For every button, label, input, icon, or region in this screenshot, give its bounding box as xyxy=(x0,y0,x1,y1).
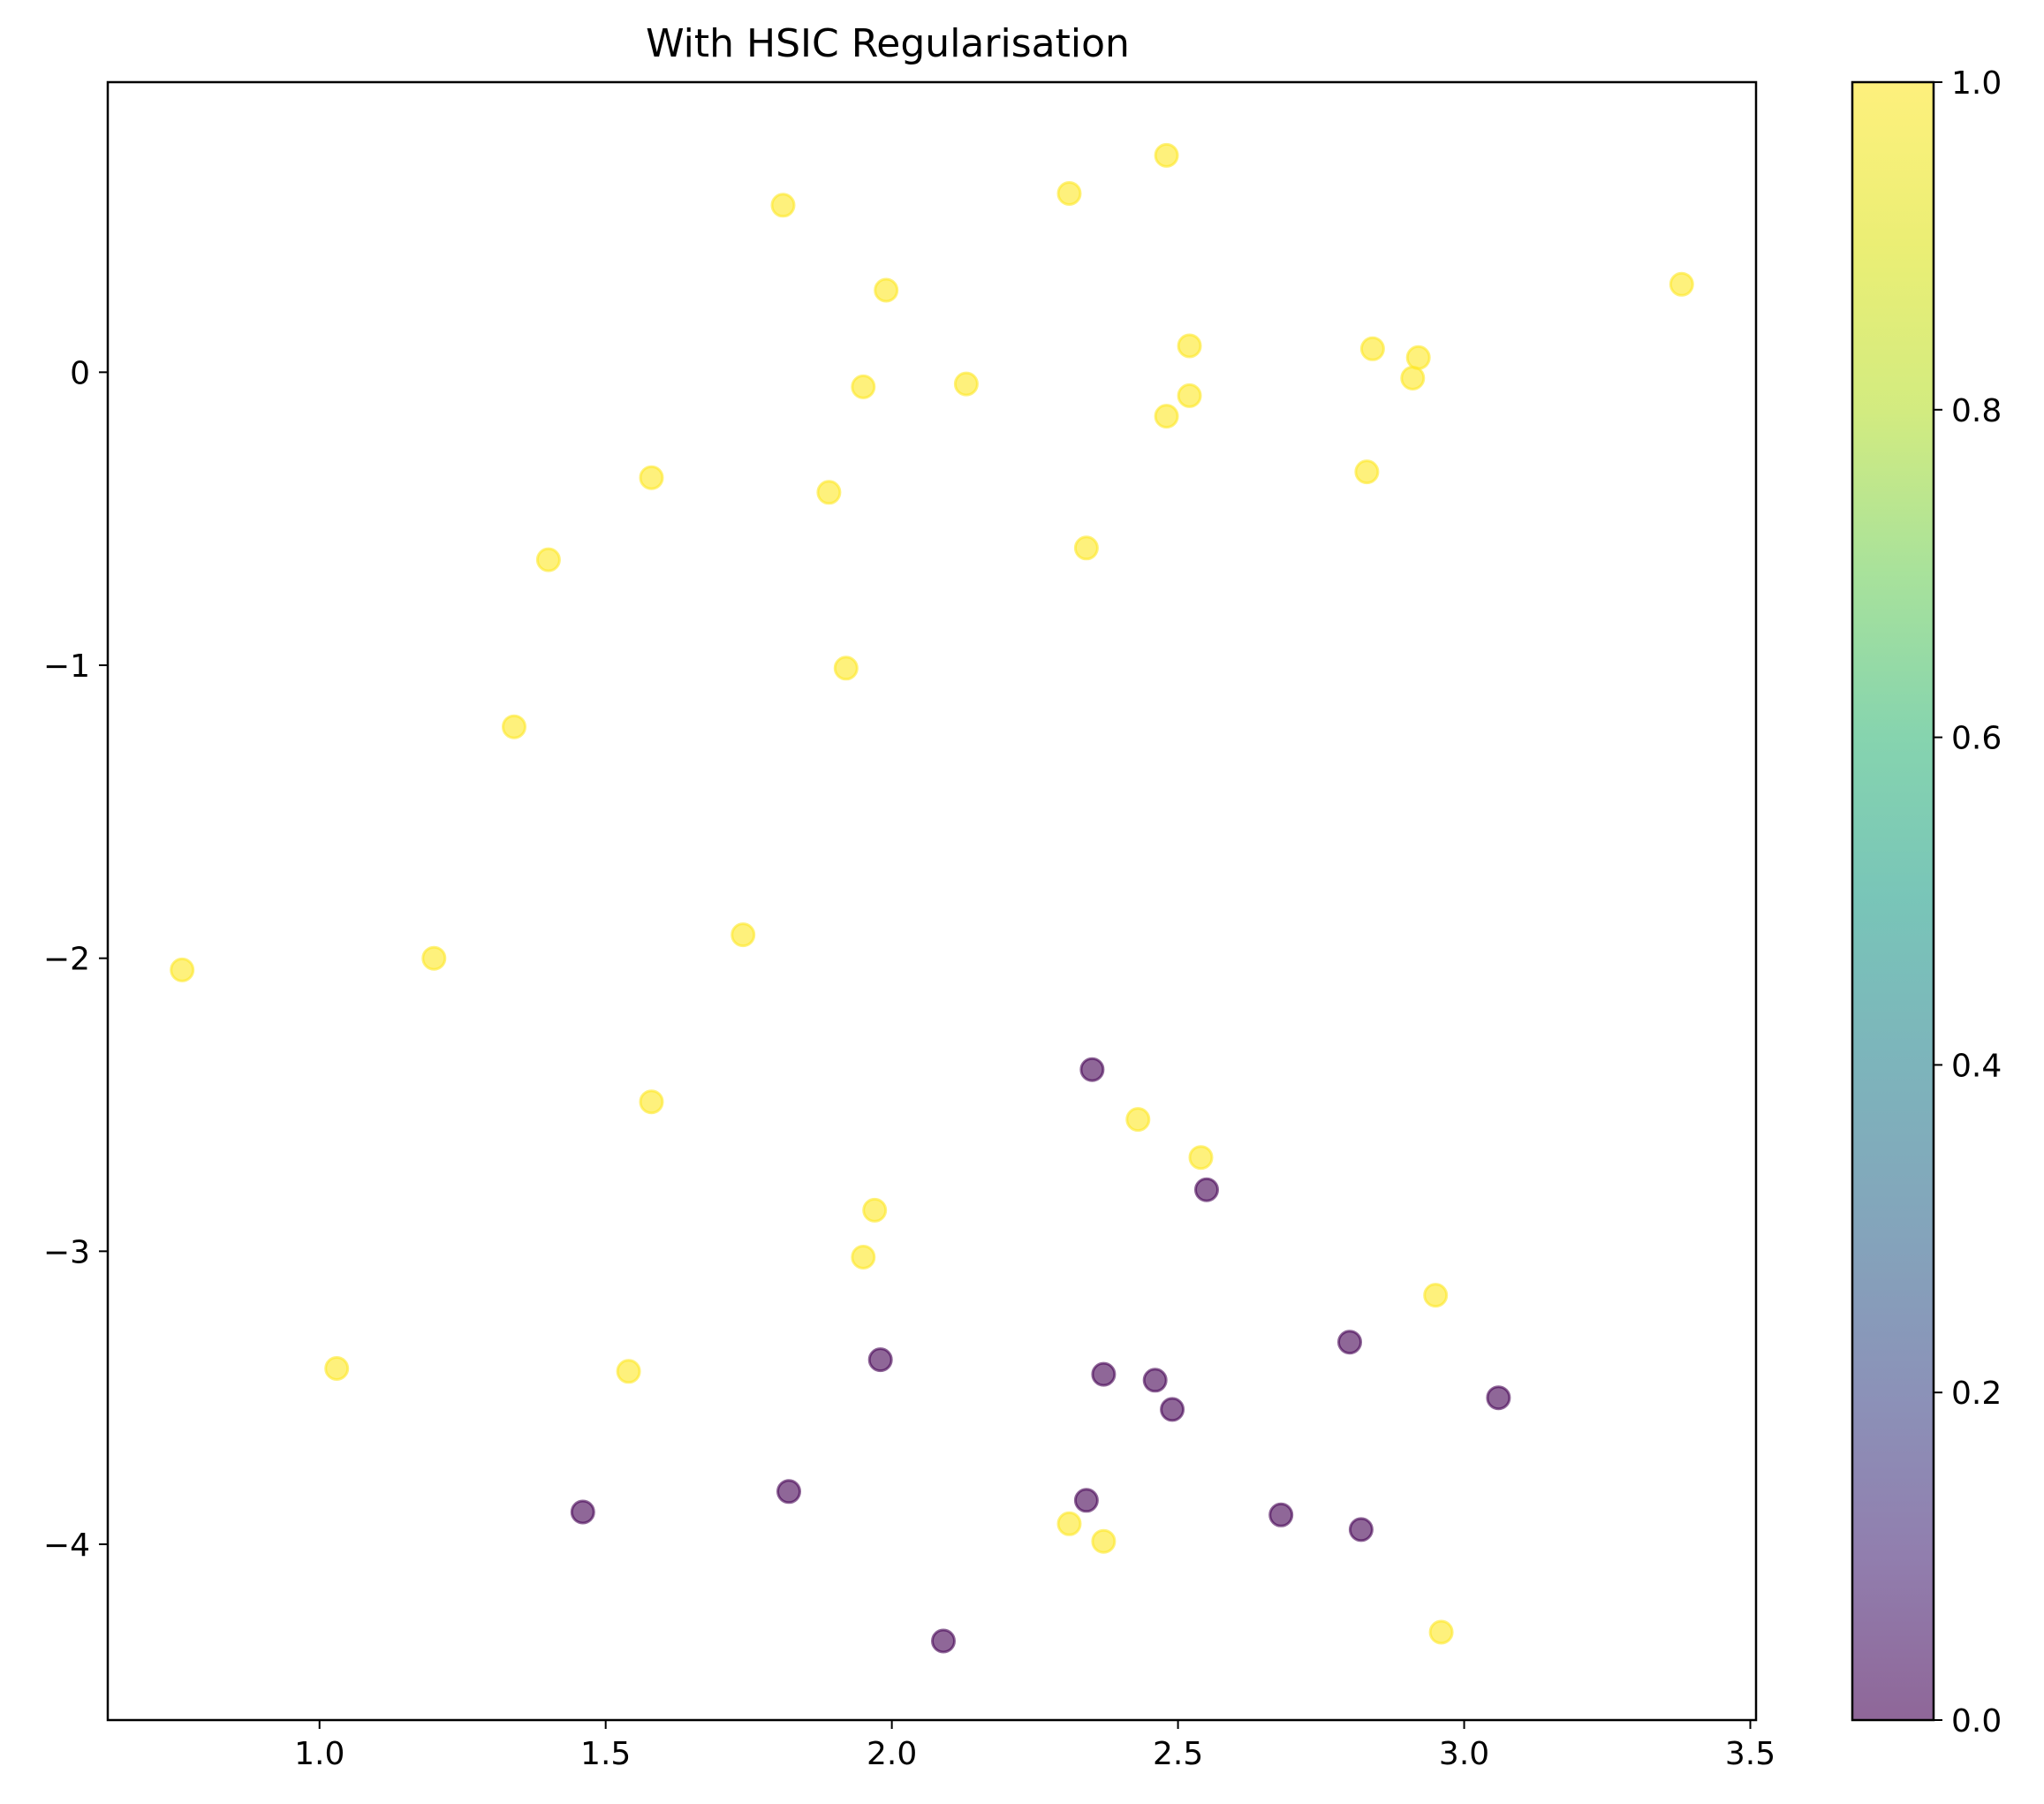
y-tick-label: −4 xyxy=(43,1527,90,1564)
x-tick-label: 2.5 xyxy=(1153,1736,1203,1772)
data-point xyxy=(1177,333,1202,359)
colorbar-tick-label: 0.0 xyxy=(1951,1703,2002,1740)
colorbar xyxy=(1852,82,1934,1720)
data-point xyxy=(1154,404,1179,429)
colorbar-tick-label: 0.6 xyxy=(1951,721,2002,757)
data-point xyxy=(851,1245,876,1270)
data-point xyxy=(816,480,842,505)
data-point xyxy=(1154,142,1179,168)
y-tick-label: −1 xyxy=(43,648,90,685)
data-point xyxy=(1405,345,1431,370)
data-point xyxy=(1423,1283,1449,1308)
data-point xyxy=(731,922,756,948)
data-point xyxy=(776,1479,801,1505)
data-point xyxy=(1428,1619,1454,1645)
data-point xyxy=(1073,1488,1099,1513)
data-point xyxy=(170,957,195,982)
data-point xyxy=(421,945,447,971)
data-point xyxy=(833,656,859,681)
y-tick-label: −2 xyxy=(43,942,90,978)
data-point xyxy=(324,1356,350,1381)
data-point xyxy=(1188,1145,1214,1171)
data-point xyxy=(1073,535,1099,561)
data-point xyxy=(1091,1361,1117,1387)
data-point xyxy=(1486,1385,1511,1411)
colorbar-frame xyxy=(1851,80,1935,1722)
data-point xyxy=(1337,1330,1362,1355)
data-point xyxy=(502,714,526,739)
data-point xyxy=(874,277,899,303)
x-tick-label: 1.0 xyxy=(294,1736,344,1772)
data-point xyxy=(639,1089,664,1115)
data-point xyxy=(1177,383,1202,408)
x-tick-label: 3.5 xyxy=(1725,1736,1775,1772)
chart-title: With HSIC Regularisation xyxy=(646,21,1130,66)
colorbar-tick-label: 1.0 xyxy=(1951,65,2002,102)
data-point xyxy=(1354,459,1380,485)
y-tick-label: −3 xyxy=(43,1234,90,1270)
data-point xyxy=(1160,1397,1185,1422)
data-point xyxy=(1056,181,1082,206)
x-tick-label: 2.0 xyxy=(867,1736,917,1772)
y-axis: 0 −1 −2 −3 −4 xyxy=(43,355,108,1564)
data-point xyxy=(1091,1528,1117,1554)
data-point xyxy=(931,1628,956,1654)
y-tick-label: 0 xyxy=(70,355,90,391)
colorbar-axis: 0.0 0.2 0.4 0.6 0.8 1.0 xyxy=(1934,65,2002,1740)
plot-area-frame xyxy=(106,80,1758,1722)
data-point xyxy=(570,1499,595,1525)
data-point xyxy=(639,465,664,490)
data-point xyxy=(1268,1502,1294,1527)
data-point xyxy=(1400,366,1426,390)
data-point xyxy=(862,1197,888,1223)
colorbar-tick-label: 0.8 xyxy=(1951,393,2002,429)
data-point xyxy=(1125,1107,1151,1133)
points-layer xyxy=(170,142,1694,1654)
x-tick-label: 3.0 xyxy=(1439,1736,1489,1772)
x-axis: 1.0 1.5 2.0 2.5 3.0 3.5 xyxy=(294,1720,1775,1772)
data-point xyxy=(770,193,796,218)
data-point xyxy=(616,1359,641,1384)
data-point xyxy=(953,371,979,397)
data-point xyxy=(1348,1517,1374,1542)
data-point xyxy=(1669,271,1694,297)
x-tick-label: 1.5 xyxy=(580,1736,631,1772)
data-point xyxy=(1079,1057,1105,1082)
colorbar-tick-label: 0.4 xyxy=(1951,1048,2002,1084)
data-point xyxy=(535,547,561,572)
colorbar-tick-label: 0.2 xyxy=(1951,1376,2002,1412)
data-point xyxy=(1142,1368,1168,1393)
data-point xyxy=(851,374,876,399)
data-point xyxy=(1359,336,1385,361)
data-point xyxy=(867,1347,893,1373)
data-point xyxy=(1194,1177,1219,1202)
data-point xyxy=(1056,1511,1082,1536)
